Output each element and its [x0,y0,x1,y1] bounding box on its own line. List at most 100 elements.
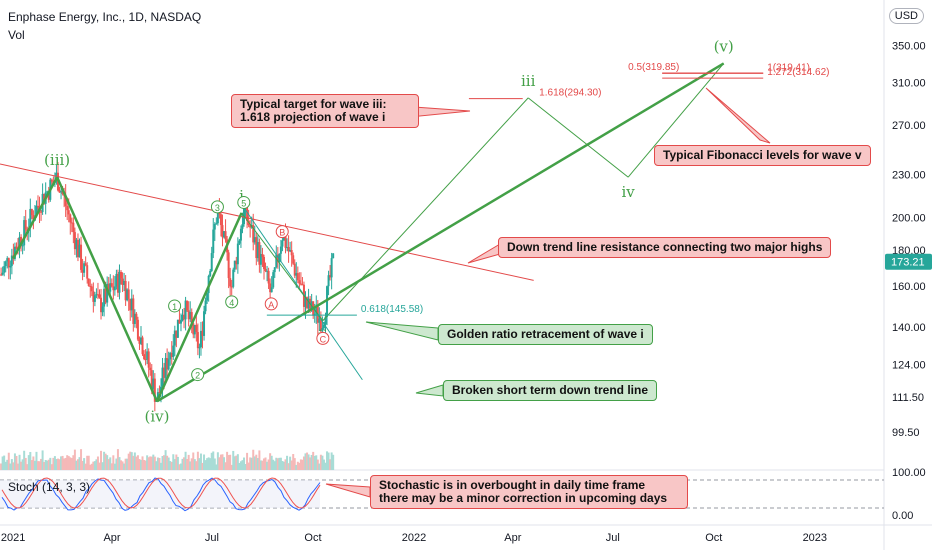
candle-body [195,324,198,333]
volume-bar [30,460,33,470]
candle-body [40,211,43,213]
volume-bar [96,456,99,470]
candle-body [153,378,156,402]
volume-bar [226,451,229,470]
volume-bar [209,458,212,470]
candle-body [61,191,64,194]
volume-bar [1,456,4,470]
candle-body [299,283,302,285]
volume-bar [216,452,219,470]
volume-bar [319,454,322,470]
volume-bar [233,456,236,470]
volume-bar [33,460,36,470]
volume-bar [321,455,324,470]
candle-body [256,242,259,259]
candle-body [89,285,92,287]
chart-title: Enphase Energy, Inc., 1D, NASDAQ [8,10,202,24]
volume-bar [326,451,329,470]
candle-body [196,332,199,349]
volume-bar [282,461,285,470]
candle-body [306,297,309,309]
fib-level-label: 1.618(294.30) [539,88,601,99]
volume-bar [121,461,124,470]
volume-bar [140,459,143,470]
candle-body [264,269,267,271]
sub-wave-marker [168,299,182,313]
volume-bar [113,463,116,470]
candle-body [330,258,333,278]
candle-body [80,244,83,270]
candle-body [235,260,238,265]
volume-bar [318,463,321,470]
candle-body [201,330,204,336]
volume-bar [330,452,333,470]
y-tick-label: 111.50 [892,392,924,404]
candle-body [279,246,282,254]
candle-body [238,240,241,244]
volume-bar [249,457,252,470]
volume-bar [298,462,301,470]
candle-body [146,351,149,360]
candle-body [249,225,252,228]
candle-body [179,320,182,324]
candle-body [176,319,179,338]
candle-body [161,367,164,387]
candle-body [324,316,327,325]
wave-segment [155,212,243,402]
candle-body [116,273,119,293]
volume-bar [103,451,106,470]
candle-body [104,288,107,303]
candle-body [24,220,27,230]
currency-button[interactable]: USD [888,8,924,24]
volume-bar [89,464,92,470]
volume-bar [6,459,9,470]
candle-body [304,297,307,307]
volume-bar [176,456,179,470]
volume-bar [170,461,173,470]
candle-body [276,254,279,262]
volume-bar [116,449,119,470]
volume-bar [272,459,275,470]
volume-bar [126,458,129,470]
volume-bar [53,456,56,470]
volume-bar [281,461,284,470]
candle-body [149,367,152,371]
volume-bar [55,458,58,470]
candle-body [190,312,193,324]
y-tick-label: 230.00 [892,169,926,181]
candle-body [212,229,215,254]
volume-bar [60,456,63,470]
candle-body [199,330,202,348]
volume-bar [186,458,189,470]
candle-body [58,190,61,193]
volume-bar [86,455,89,470]
volume-bar [241,460,244,470]
volume-bar [66,455,69,470]
candle-body [286,247,289,249]
volume-bar [313,455,316,470]
candle-body [67,210,70,215]
candle-body [23,220,26,246]
candle-body [92,291,95,302]
candle-body [138,339,141,344]
sub-wave-marker [191,368,205,382]
wave-segment [627,63,725,178]
candle-body [267,270,270,284]
volume-bar [109,457,112,470]
volume-bar [309,457,312,470]
y-tick-label: 160.00 [892,281,926,293]
short-term-trend-line [237,199,363,381]
candle-body [87,278,90,286]
note-trend-resistance: Down trend line resistance connecting tw… [498,237,832,258]
candle-body [293,263,296,276]
volume-bar [50,464,53,470]
volume-bar [306,452,309,470]
volume-bar [93,461,96,470]
volume-bar [312,451,315,470]
volume-bar [72,455,75,470]
candle-body [143,354,146,359]
candle-body [178,319,181,324]
candle-body [136,319,139,340]
volume-bar [61,455,64,470]
